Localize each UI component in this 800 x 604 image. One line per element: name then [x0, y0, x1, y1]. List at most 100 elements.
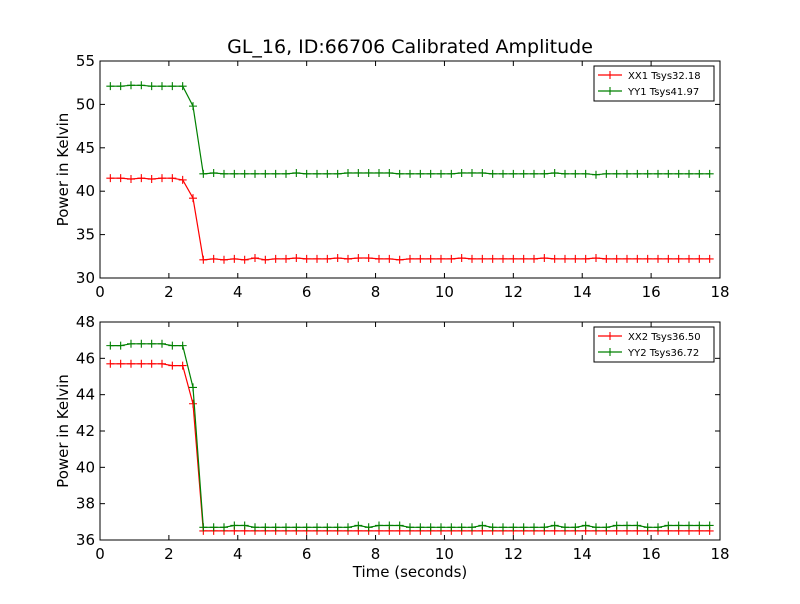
data-point	[302, 523, 311, 532]
data-point	[519, 523, 528, 532]
x-tick-label: 10	[435, 283, 454, 301]
data-point	[127, 175, 135, 184]
legend-box	[593, 326, 715, 363]
data-point	[354, 521, 363, 530]
data-point	[654, 169, 662, 178]
legend-marker	[606, 332, 614, 340]
data-point	[406, 254, 414, 263]
data-point	[199, 169, 208, 178]
data-point	[220, 523, 228, 532]
data-point	[561, 523, 569, 532]
data-point	[705, 521, 714, 530]
data-point	[416, 254, 425, 263]
data-point	[643, 169, 652, 178]
data-point	[251, 523, 259, 532]
data-point	[674, 169, 683, 178]
data-point	[550, 521, 559, 530]
legend-marker	[606, 87, 614, 95]
data-point	[230, 169, 239, 178]
data-point	[178, 361, 187, 370]
legend-box	[593, 65, 715, 102]
data-point	[447, 254, 456, 263]
data-point	[623, 254, 631, 263]
data-point	[189, 399, 197, 408]
data-point	[561, 254, 569, 263]
data-point	[147, 175, 156, 184]
data-point	[540, 254, 549, 263]
data-point	[519, 254, 528, 263]
data-point	[499, 254, 507, 263]
data-point	[364, 523, 373, 532]
legend-marker	[606, 71, 614, 79]
x-axis-label: Time (seconds)	[352, 563, 468, 581]
data-point	[344, 168, 352, 177]
data-point	[333, 254, 342, 263]
data-point	[633, 254, 642, 263]
legend: XX1 Tsys32.18 YY1 Tsys41.97	[593, 65, 715, 102]
data-point	[674, 521, 683, 530]
data-point	[705, 169, 714, 178]
x-tick-label: 2	[164, 545, 174, 563]
data-point	[685, 254, 693, 263]
chart-title: GL_16, ID:66706 Calibrated Amplitude	[227, 36, 593, 58]
x-tick-label: 0	[95, 545, 105, 563]
data-point	[261, 255, 270, 264]
data-point	[499, 523, 507, 532]
data-point	[530, 254, 538, 263]
data-point	[612, 169, 621, 178]
data-point	[147, 339, 156, 348]
data-point	[478, 254, 487, 263]
x-tick-label: 4	[233, 283, 243, 301]
y-tick-label: 40	[76, 458, 95, 476]
x-tick-label: 4	[233, 545, 243, 563]
data-point	[168, 174, 177, 183]
data-point	[416, 523, 425, 532]
data-point	[168, 361, 177, 370]
data-point	[437, 254, 445, 263]
x-tick-label: 8	[371, 545, 381, 563]
data-point	[282, 254, 290, 263]
data-point	[354, 168, 363, 177]
data-point	[643, 254, 652, 263]
data-point	[488, 169, 497, 178]
data-point	[705, 254, 714, 263]
data-point	[643, 523, 652, 532]
data-point	[623, 521, 631, 530]
data-point	[220, 255, 228, 264]
data-point	[168, 341, 177, 350]
data-point	[447, 523, 456, 532]
x-tick-label: 14	[573, 545, 592, 563]
data-point	[602, 523, 611, 532]
legend-label: XX2 Tsys36.50	[628, 332, 701, 343]
data-point	[633, 169, 642, 178]
x-tick-label: 8	[371, 283, 381, 301]
data-point	[592, 254, 600, 263]
data-point	[302, 254, 311, 263]
data-point	[540, 169, 549, 178]
data-point	[561, 169, 569, 178]
data-point	[612, 254, 621, 263]
data-point	[654, 523, 662, 532]
data-point	[240, 169, 249, 178]
data-point	[137, 339, 146, 348]
data-point	[385, 521, 394, 530]
y-tick-label: 45	[76, 139, 95, 157]
data-point	[674, 254, 683, 263]
data-point	[695, 254, 704, 263]
data-point	[478, 521, 487, 530]
data-point	[271, 254, 280, 263]
y-tick-label: 38	[76, 495, 95, 513]
data-point	[426, 523, 435, 532]
legend: XX2 Tsys36.50 YY2 Tsys36.72	[593, 326, 715, 363]
data-point	[550, 254, 559, 263]
data-point	[116, 359, 125, 368]
data-point	[323, 169, 332, 178]
data-point	[468, 523, 476, 532]
data-point	[602, 254, 611, 263]
data-point	[478, 168, 487, 177]
data-point	[158, 359, 166, 368]
data-point	[230, 521, 239, 530]
x-tick-label: 2	[164, 283, 174, 301]
